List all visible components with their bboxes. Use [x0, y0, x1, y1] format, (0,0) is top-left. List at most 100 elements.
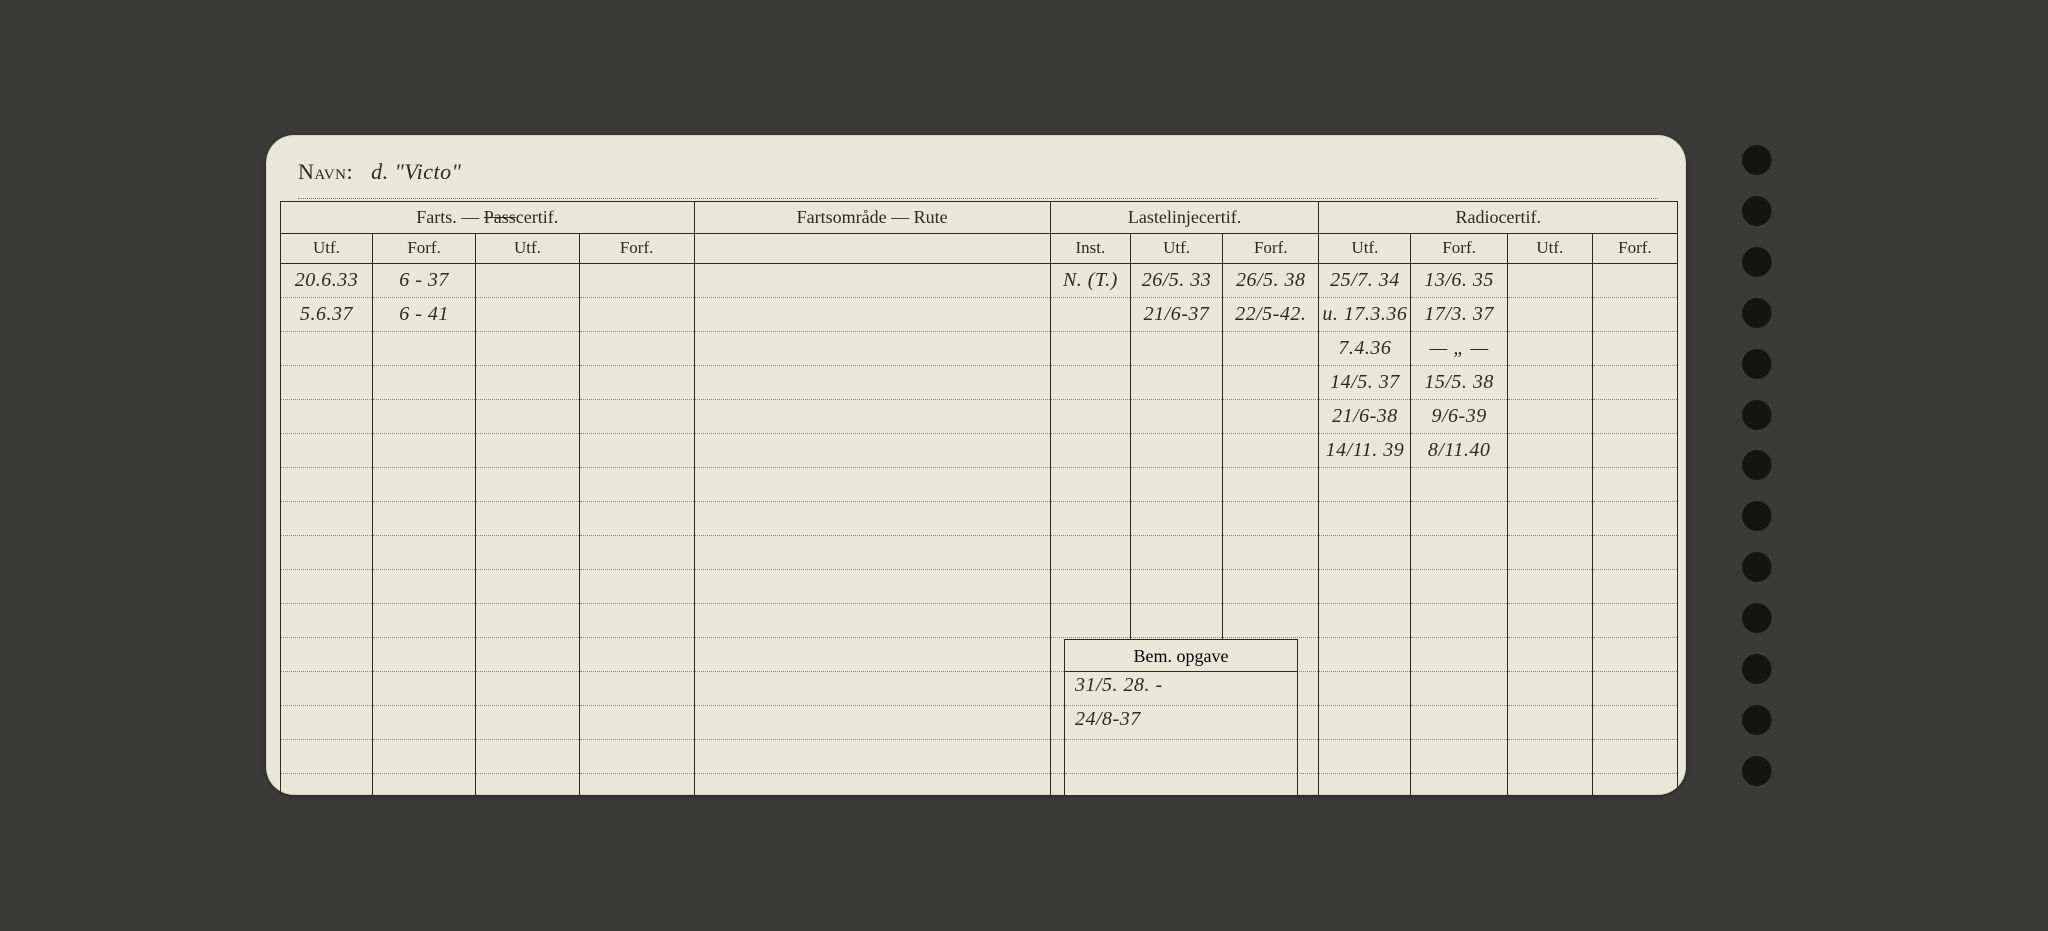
- handwritten-value: 9/6-39: [1432, 405, 1487, 427]
- cell: [579, 603, 694, 637]
- name-row: Navn: d. "Victo": [298, 159, 1658, 199]
- hdr-rute: Fartsområde — Rute: [694, 201, 1050, 233]
- cell: [281, 705, 373, 739]
- punch-hole: [1742, 756, 1772, 786]
- cell: 21/6-37: [1131, 297, 1223, 331]
- bem-row: 24/8-37: [1065, 706, 1297, 740]
- cell: [1411, 603, 1507, 637]
- table-row: 14/11. 398/11.40: [281, 433, 1678, 467]
- sub-inst: Inst.: [1050, 233, 1130, 263]
- punch-hole: [1742, 603, 1772, 633]
- punch-hole: [1742, 349, 1772, 379]
- cell: [1411, 671, 1507, 705]
- cell: [694, 331, 1050, 365]
- punch-hole: [1742, 552, 1772, 582]
- cell: [1050, 467, 1130, 501]
- cell: [1319, 603, 1411, 637]
- cell: [476, 365, 579, 399]
- cell: [372, 569, 475, 603]
- sub-utf: Utf.: [476, 233, 579, 263]
- handwritten-value: 7.4.36: [1338, 337, 1391, 359]
- table-row: [281, 705, 1678, 739]
- handwritten-value: 26/5. 33: [1142, 269, 1212, 291]
- cell: [1592, 637, 1677, 671]
- cell: [1131, 603, 1223, 637]
- cell: [476, 603, 579, 637]
- cell: [281, 501, 373, 535]
- handwritten-value: 21/6-37: [1144, 303, 1210, 325]
- cell: [1592, 467, 1677, 501]
- cell: [694, 399, 1050, 433]
- cell: [1507, 399, 1592, 433]
- cell: [476, 569, 579, 603]
- punch-hole: [1742, 400, 1772, 430]
- cell: [372, 467, 475, 501]
- table-row: [281, 739, 1678, 773]
- cell: [1592, 671, 1677, 705]
- cell: [1131, 399, 1223, 433]
- hdr-farts-strike: Pass: [484, 207, 516, 227]
- cell: [372, 501, 475, 535]
- cell: [476, 671, 579, 705]
- cell: [694, 501, 1050, 535]
- cell: [1131, 467, 1223, 501]
- cell: [1131, 569, 1223, 603]
- handwritten-value: 25/7. 34: [1330, 269, 1400, 291]
- bem-row: [1065, 774, 1297, 795]
- cell: [476, 773, 579, 795]
- cell: [1319, 535, 1411, 569]
- cell: [1050, 433, 1130, 467]
- cell: [281, 467, 373, 501]
- table-row: 21/6-38 9/6-39: [281, 399, 1678, 433]
- cell: [1050, 501, 1130, 535]
- cell: [1507, 467, 1592, 501]
- handwritten-value: 14/5. 37: [1330, 371, 1400, 393]
- cell: [476, 297, 579, 331]
- bem-header: Bem. opgave: [1065, 640, 1297, 672]
- punch-hole: [1742, 247, 1772, 277]
- table-row: [281, 501, 1678, 535]
- grid: Farts. — Passcertif. Fartsområde — Rute …: [280, 201, 1678, 795]
- cell: [476, 705, 579, 739]
- cell: [1222, 467, 1319, 501]
- cell: [476, 399, 579, 433]
- handwritten-value: 26/5. 38: [1236, 269, 1306, 291]
- cell: u. 17.3.36: [1319, 297, 1411, 331]
- handwritten-value: 17/3. 37: [1424, 303, 1494, 325]
- table-row: [281, 773, 1678, 795]
- cell: [1222, 603, 1319, 637]
- cell: [579, 569, 694, 603]
- cell: [579, 331, 694, 365]
- cell: [1592, 331, 1677, 365]
- punch-hole: [1742, 501, 1772, 531]
- cell: [1411, 569, 1507, 603]
- cell: [1507, 535, 1592, 569]
- table-row: [281, 569, 1678, 603]
- cell: [1507, 671, 1592, 705]
- cell: [1592, 535, 1677, 569]
- cell: [1592, 433, 1677, 467]
- cell: [694, 773, 1050, 795]
- cell: [476, 433, 579, 467]
- handwritten-value: 5.6.37: [300, 303, 353, 325]
- cell: [281, 399, 373, 433]
- cell: [579, 637, 694, 671]
- cell: [694, 603, 1050, 637]
- cell: [579, 535, 694, 569]
- cell: [1319, 739, 1411, 773]
- cell: [281, 433, 373, 467]
- cell: [694, 671, 1050, 705]
- table-row: 5.6.376 - 4121/6-3722/5-42.u. 17.3.3617/…: [281, 297, 1678, 331]
- table-row: [281, 467, 1678, 501]
- handwritten-value: u. 17.3.36: [1322, 303, 1407, 325]
- cell: [1507, 739, 1592, 773]
- cell: [1050, 569, 1130, 603]
- cell: [1319, 501, 1411, 535]
- sub-forf: Forf.: [372, 233, 475, 263]
- cell: [1131, 365, 1223, 399]
- cell: [579, 501, 694, 535]
- cell: 21/6-38: [1319, 399, 1411, 433]
- punch-holes: [1704, 117, 1784, 815]
- cell: [694, 739, 1050, 773]
- cell: 8/11.40: [1411, 433, 1507, 467]
